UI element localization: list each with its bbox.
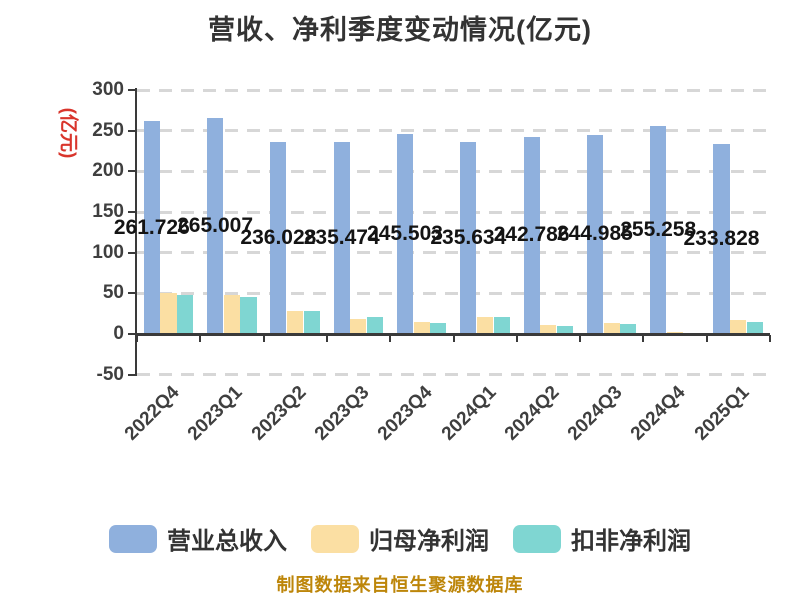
bar-data-label: 255.258: [620, 218, 697, 242]
legend-item-deducted-net-profit[interactable]: 扣非净利润: [513, 521, 691, 556]
legend-swatch-deducted-net-profit: [513, 524, 561, 553]
legend-item-net-profit[interactable]: 归母净利润: [311, 521, 489, 556]
bar-deducted-net-profit: [177, 294, 194, 334]
bar-total-revenue: [270, 142, 287, 334]
bar-deducted-net-profit: [556, 325, 574, 334]
legend-label-deducted-net-profit: 扣非净利润: [571, 528, 691, 555]
y-axis-tick: [128, 292, 135, 295]
bar-data-label: 235.634: [430, 226, 507, 250]
x-axis-category-label: 2024Q2: [500, 382, 564, 445]
gridline: [137, 169, 770, 173]
gridline: [137, 251, 770, 255]
y-axis-tick: [128, 333, 135, 335]
bar-total-revenue: [207, 118, 224, 334]
chart-title: 营收、净利季度变动情况(亿元): [208, 15, 592, 45]
data-source-note: 制图数据来自恒生聚源数据库: [276, 575, 524, 595]
bar-total-revenue: [333, 142, 350, 334]
legend: 营业总收入 归母净利润 扣非净利润: [0, 521, 800, 556]
bar-net-profit: [160, 293, 177, 334]
x-axis-category-label: 2024Q4: [627, 382, 690, 445]
legend-label-total-revenue: 营业总收入: [167, 528, 287, 555]
bar-deducted-net-profit: [430, 322, 447, 334]
x-axis-category-label: 2024Q1: [437, 382, 501, 445]
bar-data-label: 242.786: [493, 223, 570, 247]
gridline: [137, 210, 770, 214]
bar-net-profit: [476, 316, 494, 334]
x-axis-category-label: 2023Q4: [374, 382, 437, 445]
y-axis-tick: [128, 170, 135, 173]
bar-total-revenue: [460, 142, 477, 334]
x-axis-tick: [579, 335, 582, 342]
bar-data-label: 235.474: [303, 226, 380, 250]
legend-label-net-profit: 归母净利润: [369, 528, 489, 555]
bar-deducted-net-profit: [367, 316, 384, 334]
x-axis-category-label: 2023Q1: [184, 382, 247, 445]
x-axis-tick: [769, 335, 771, 342]
y-axis-tick-label: 300: [92, 79, 124, 100]
bar-net-profit: [350, 318, 367, 334]
x-axis-line: [137, 332, 770, 336]
x-axis-tick: [515, 335, 518, 342]
bar-net-profit: [223, 294, 240, 334]
y-axis-tick: [128, 89, 135, 91]
x-axis-category-label: 2023Q2: [247, 382, 311, 445]
y-axis-tick-label: 0: [113, 323, 124, 344]
bar-net-profit: [540, 325, 557, 334]
legend-swatch-net-profit: [311, 524, 359, 553]
gridline: [137, 88, 770, 92]
bar-data-label: 233.828: [683, 226, 760, 250]
bar-net-profit: [287, 311, 304, 334]
x-axis-tick: [199, 335, 202, 342]
bar-data-label: 244.985: [556, 222, 633, 246]
y-axis-tick-label: -50: [96, 363, 124, 385]
x-axis-tick: [136, 335, 138, 342]
x-axis-category-label: 2025Q1: [690, 382, 754, 445]
bar-data-label: 236.028: [240, 226, 317, 249]
x-axis-tick: [452, 335, 455, 342]
bar-net-profit: [603, 322, 620, 334]
y-axis-tick: [128, 251, 135, 254]
x-axis-category-label: 2024Q3: [563, 382, 627, 445]
legend-swatch-total-revenue: [109, 524, 157, 553]
y-axis-tick-label: 150: [92, 201, 124, 222]
y-axis-tick-label: 100: [92, 241, 124, 263]
bar-data-label: 261.726: [113, 215, 190, 239]
x-axis-tick: [262, 335, 265, 342]
y-axis-line: [135, 88, 137, 376]
y-axis-tick-label: 250: [92, 119, 124, 141]
x-axis-category-label: 2023Q3: [310, 382, 374, 445]
gridline: [137, 373, 770, 377]
bar-deducted-net-profit: [620, 324, 637, 334]
bar-total-revenue: [586, 134, 603, 334]
bar-total-revenue: [396, 134, 414, 334]
bar-total-revenue: [650, 126, 667, 334]
gridline: [137, 291, 770, 295]
bar-data-label: 245.503: [367, 222, 443, 246]
y-axis-tick: [128, 373, 135, 376]
x-axis-tick: [325, 335, 328, 342]
y-axis-tick-label: 50: [102, 282, 124, 304]
bar-deducted-net-profit: [746, 322, 763, 334]
bar-deducted-net-profit: [303, 311, 320, 334]
bar-total-revenue: [143, 121, 160, 334]
bar-deducted-net-profit: [493, 316, 510, 334]
x-axis-tick: [642, 335, 645, 342]
bar-total-revenue: [523, 136, 540, 334]
y-axis-tick-label: 200: [92, 160, 124, 182]
gridline: [137, 129, 770, 133]
bar-total-revenue: [713, 143, 730, 334]
bar-data-label: 265.007: [177, 214, 254, 238]
bar-net-profit: [730, 320, 747, 334]
x-axis-tick: [705, 335, 708, 342]
x-axis-tick: [389, 335, 392, 342]
x-axis-category-label: 2022Q4: [120, 382, 184, 445]
legend-item-total-revenue[interactable]: 营业总收入: [109, 521, 287, 556]
y-axis-tick: [128, 211, 135, 213]
y-axis-tick: [128, 129, 135, 132]
bar-net-profit: [413, 321, 430, 334]
bar-deducted-net-profit: [240, 297, 257, 334]
